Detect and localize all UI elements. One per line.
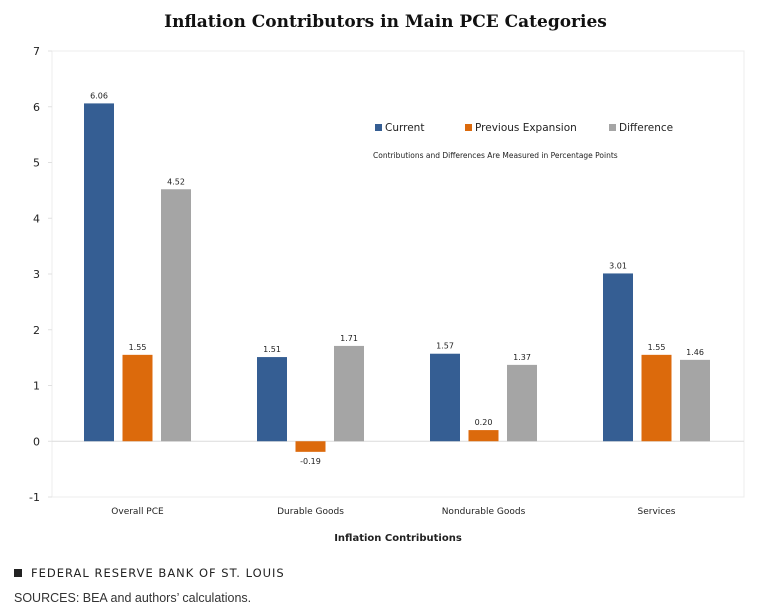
bar-current [430, 353, 460, 442]
data-label: 1.57 [436, 342, 454, 351]
x-category-label: Services [638, 507, 676, 517]
brand-name: FEDERAL RESERVE BANK OF ST. LOUIS [31, 566, 285, 580]
legend-label: Difference [619, 122, 673, 134]
bar-current [257, 357, 287, 442]
data-label: 1.71 [340, 334, 358, 343]
plot-area [51, 50, 745, 498]
y-tick-label: 2 [33, 324, 40, 337]
x-category-label: Durable Goods [277, 507, 344, 517]
bar-difference [161, 189, 191, 442]
legend-label: Previous Expansion [475, 122, 577, 134]
legend-swatch [375, 124, 382, 131]
bar-difference [334, 345, 364, 442]
chart-title: Inflation Contributors in Main PCE Categ… [164, 12, 607, 32]
brand-square-icon [14, 569, 22, 577]
bar-current [603, 273, 633, 442]
bar-current [84, 103, 114, 442]
y-tick-label: 0 [33, 435, 40, 448]
data-label: 0.20 [475, 418, 493, 427]
chart-annotation: Contributions and Differences Are Measur… [373, 151, 618, 160]
data-label: 1.55 [129, 343, 147, 352]
y-tick-label: 3 [33, 268, 40, 281]
bar-difference [680, 359, 710, 442]
sources-note: SOURCES: BEA and authors’ calculations. [14, 591, 252, 605]
x-category-label: Overall PCE [111, 507, 164, 517]
data-label: 1.46 [686, 348, 704, 357]
bar-difference [507, 364, 537, 442]
footer-brand: FEDERAL RESERVE BANK OF ST. LOUIS [14, 566, 285, 580]
data-label: -0.19 [300, 457, 321, 466]
data-label: 6.06 [90, 91, 108, 100]
y-tick-label: -1 [29, 491, 40, 504]
x-category-label: Nondurable Goods [442, 507, 526, 517]
y-tick-label: 5 [33, 157, 40, 170]
bar-previous-expansion [468, 430, 499, 442]
y-tick-label: 1 [33, 380, 40, 393]
x-axis-title: Inflation Contributions [334, 533, 462, 544]
bar-previous-expansion [295, 441, 326, 452]
legend-swatch [609, 124, 616, 131]
legend-label: Current [385, 122, 424, 134]
data-label: 1.37 [513, 353, 531, 362]
bar-chart: -1 0 1 2 3 4 5 6 7 6.06 1.55 4.52 Overall PCE 1.51 -0.… [29, 45, 745, 544]
data-label: 1.55 [648, 343, 666, 352]
bar-previous-expansion [122, 354, 153, 442]
data-label: 3.01 [609, 261, 627, 270]
bar-previous-expansion [641, 354, 672, 442]
legend-swatch [465, 124, 472, 131]
data-label: 4.52 [167, 177, 185, 186]
y-tick-label: 7 [33, 45, 40, 58]
data-label: 1.51 [263, 345, 281, 354]
y-tick-label: 6 [33, 101, 40, 114]
y-tick-label: 4 [33, 212, 40, 225]
